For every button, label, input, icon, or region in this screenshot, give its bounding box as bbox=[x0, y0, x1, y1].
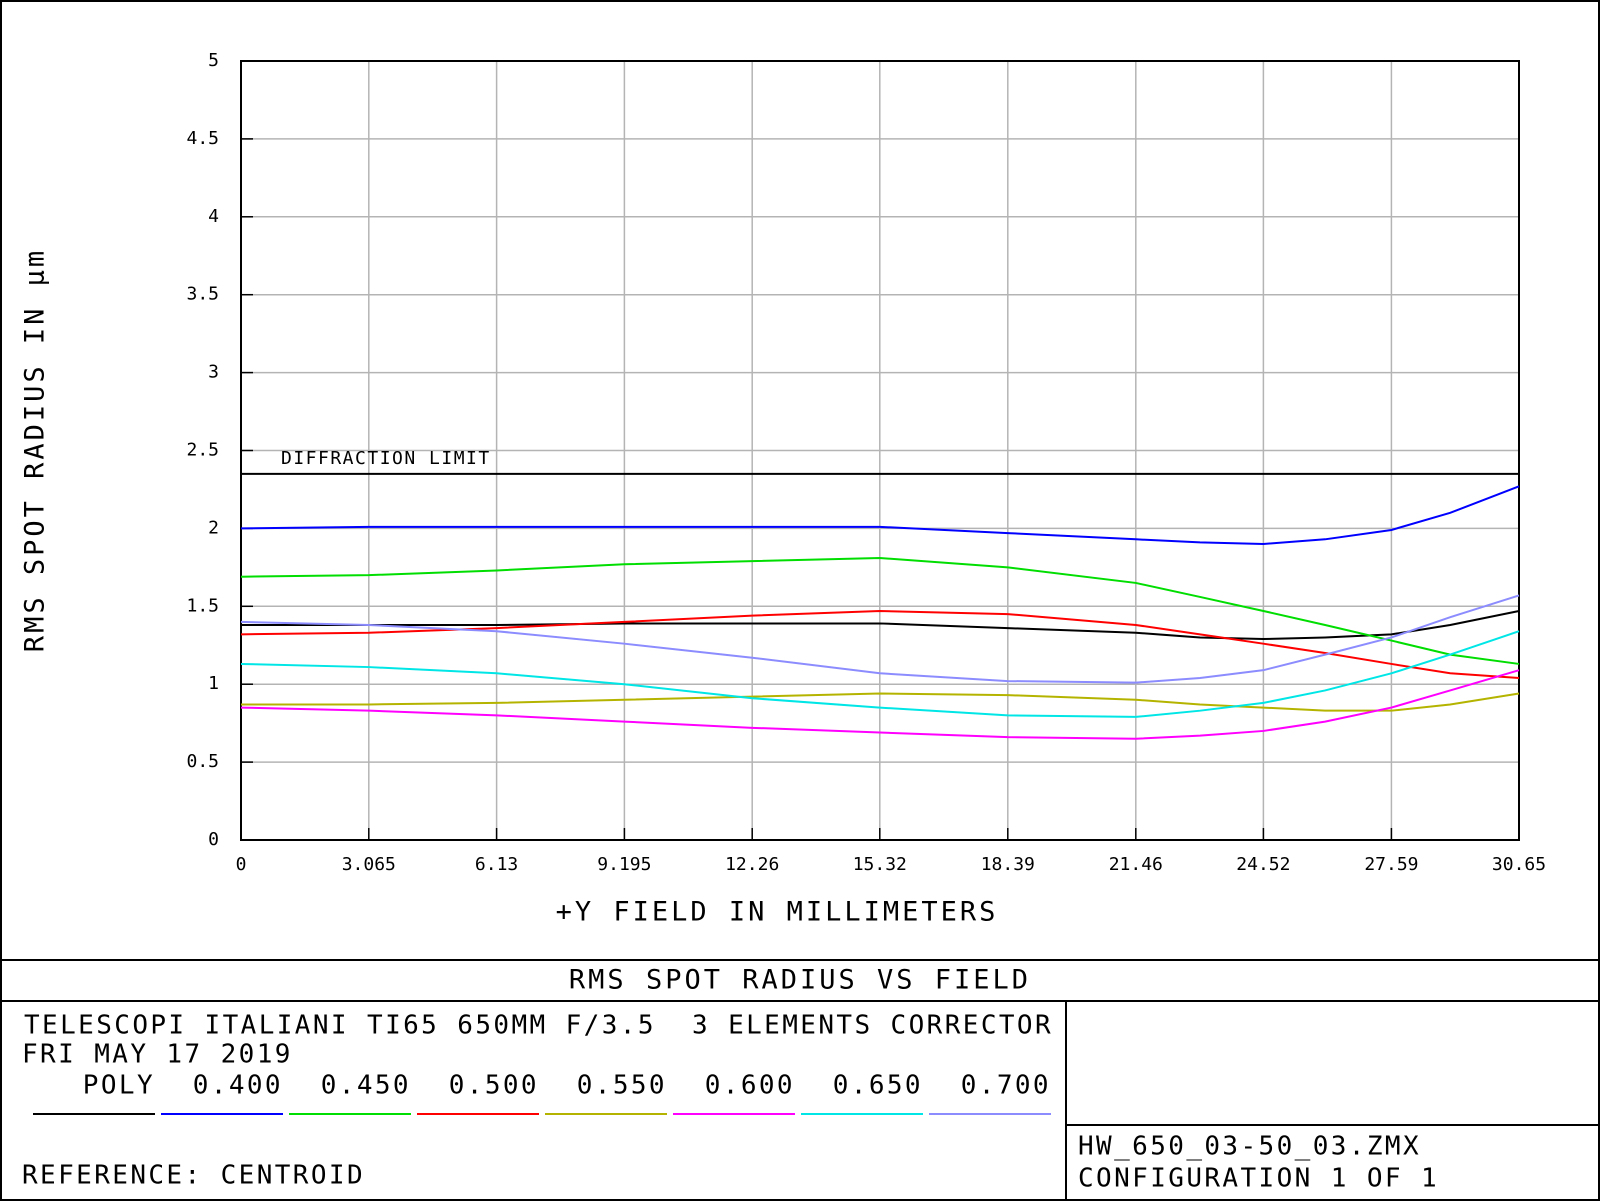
reference-label: DIFFRACTION LIMIT bbox=[281, 448, 491, 469]
x-tick-label: 18.39 bbox=[981, 854, 1035, 875]
y-tick-label: 3.5 bbox=[186, 284, 219, 305]
legend-label: 0.450 bbox=[321, 1071, 411, 1101]
series-line bbox=[240, 630, 1520, 718]
legend-label: 0.400 bbox=[193, 1071, 283, 1101]
x-tick-label: 27.59 bbox=[1364, 854, 1418, 875]
x-tick-label: 12.26 bbox=[725, 854, 779, 875]
legend-label: 0.500 bbox=[449, 1071, 539, 1101]
x-tick-label: 6.13 bbox=[475, 854, 518, 875]
legend-label: 0.650 bbox=[833, 1071, 923, 1101]
x-tick-label: 24.52 bbox=[1236, 854, 1290, 875]
x-tick-label: 3.065 bbox=[342, 854, 396, 875]
series-line bbox=[240, 594, 1520, 684]
series-line bbox=[240, 485, 1520, 545]
legend-label: 0.600 bbox=[705, 1071, 795, 1101]
y-tick-label: 0.5 bbox=[186, 751, 219, 772]
chart-title: RMS SPOT RADIUS VS FIELD bbox=[569, 965, 1031, 996]
y-axis-label: RMS SPOT RADIUS IN µm bbox=[20, 248, 51, 652]
y-tick-label: 2.5 bbox=[186, 440, 219, 461]
plot-border bbox=[240, 60, 1520, 841]
x-tick-label: 9.195 bbox=[597, 854, 651, 875]
x-tick-label: 0 bbox=[236, 854, 247, 875]
x-tick-label: 21.46 bbox=[1109, 854, 1163, 875]
legend-label: POLY bbox=[83, 1071, 155, 1101]
configuration: CONFIGURATION 1 OF 1 bbox=[1078, 1164, 1439, 1194]
series-line bbox=[240, 609, 1520, 679]
legend-label: 0.550 bbox=[577, 1071, 667, 1101]
x-axis-label: +Y FIELD IN MILLIMETERS bbox=[556, 897, 999, 928]
y-tick-label: 1.5 bbox=[186, 595, 219, 616]
x-tick-label: 30.65 bbox=[1492, 854, 1546, 875]
file-name: HW_650_03-50_03.ZMX bbox=[1078, 1132, 1421, 1162]
series-line bbox=[240, 669, 1520, 740]
y-tick-label: 3 bbox=[208, 362, 219, 383]
y-tick-label: 2 bbox=[208, 517, 219, 538]
date: FRI MAY 17 2019 bbox=[22, 1040, 293, 1070]
y-tick-label: 1 bbox=[208, 673, 219, 694]
reference: REFERENCE: CENTROID bbox=[22, 1161, 365, 1191]
y-tick-label: 5 bbox=[208, 50, 219, 71]
y-tick-label: 4.5 bbox=[186, 128, 219, 149]
series-line bbox=[240, 557, 1520, 665]
y-tick-label: 0 bbox=[208, 829, 219, 850]
x-tick-label: 15.32 bbox=[853, 854, 907, 875]
y-tick-label: 4 bbox=[208, 206, 219, 227]
legend-label: 0.700 bbox=[961, 1071, 1051, 1101]
subtitle: TELESCOPI ITALIANI TI65 650MM F/3.5 3 EL… bbox=[24, 1011, 1053, 1041]
series-line bbox=[241, 609, 1520, 641]
